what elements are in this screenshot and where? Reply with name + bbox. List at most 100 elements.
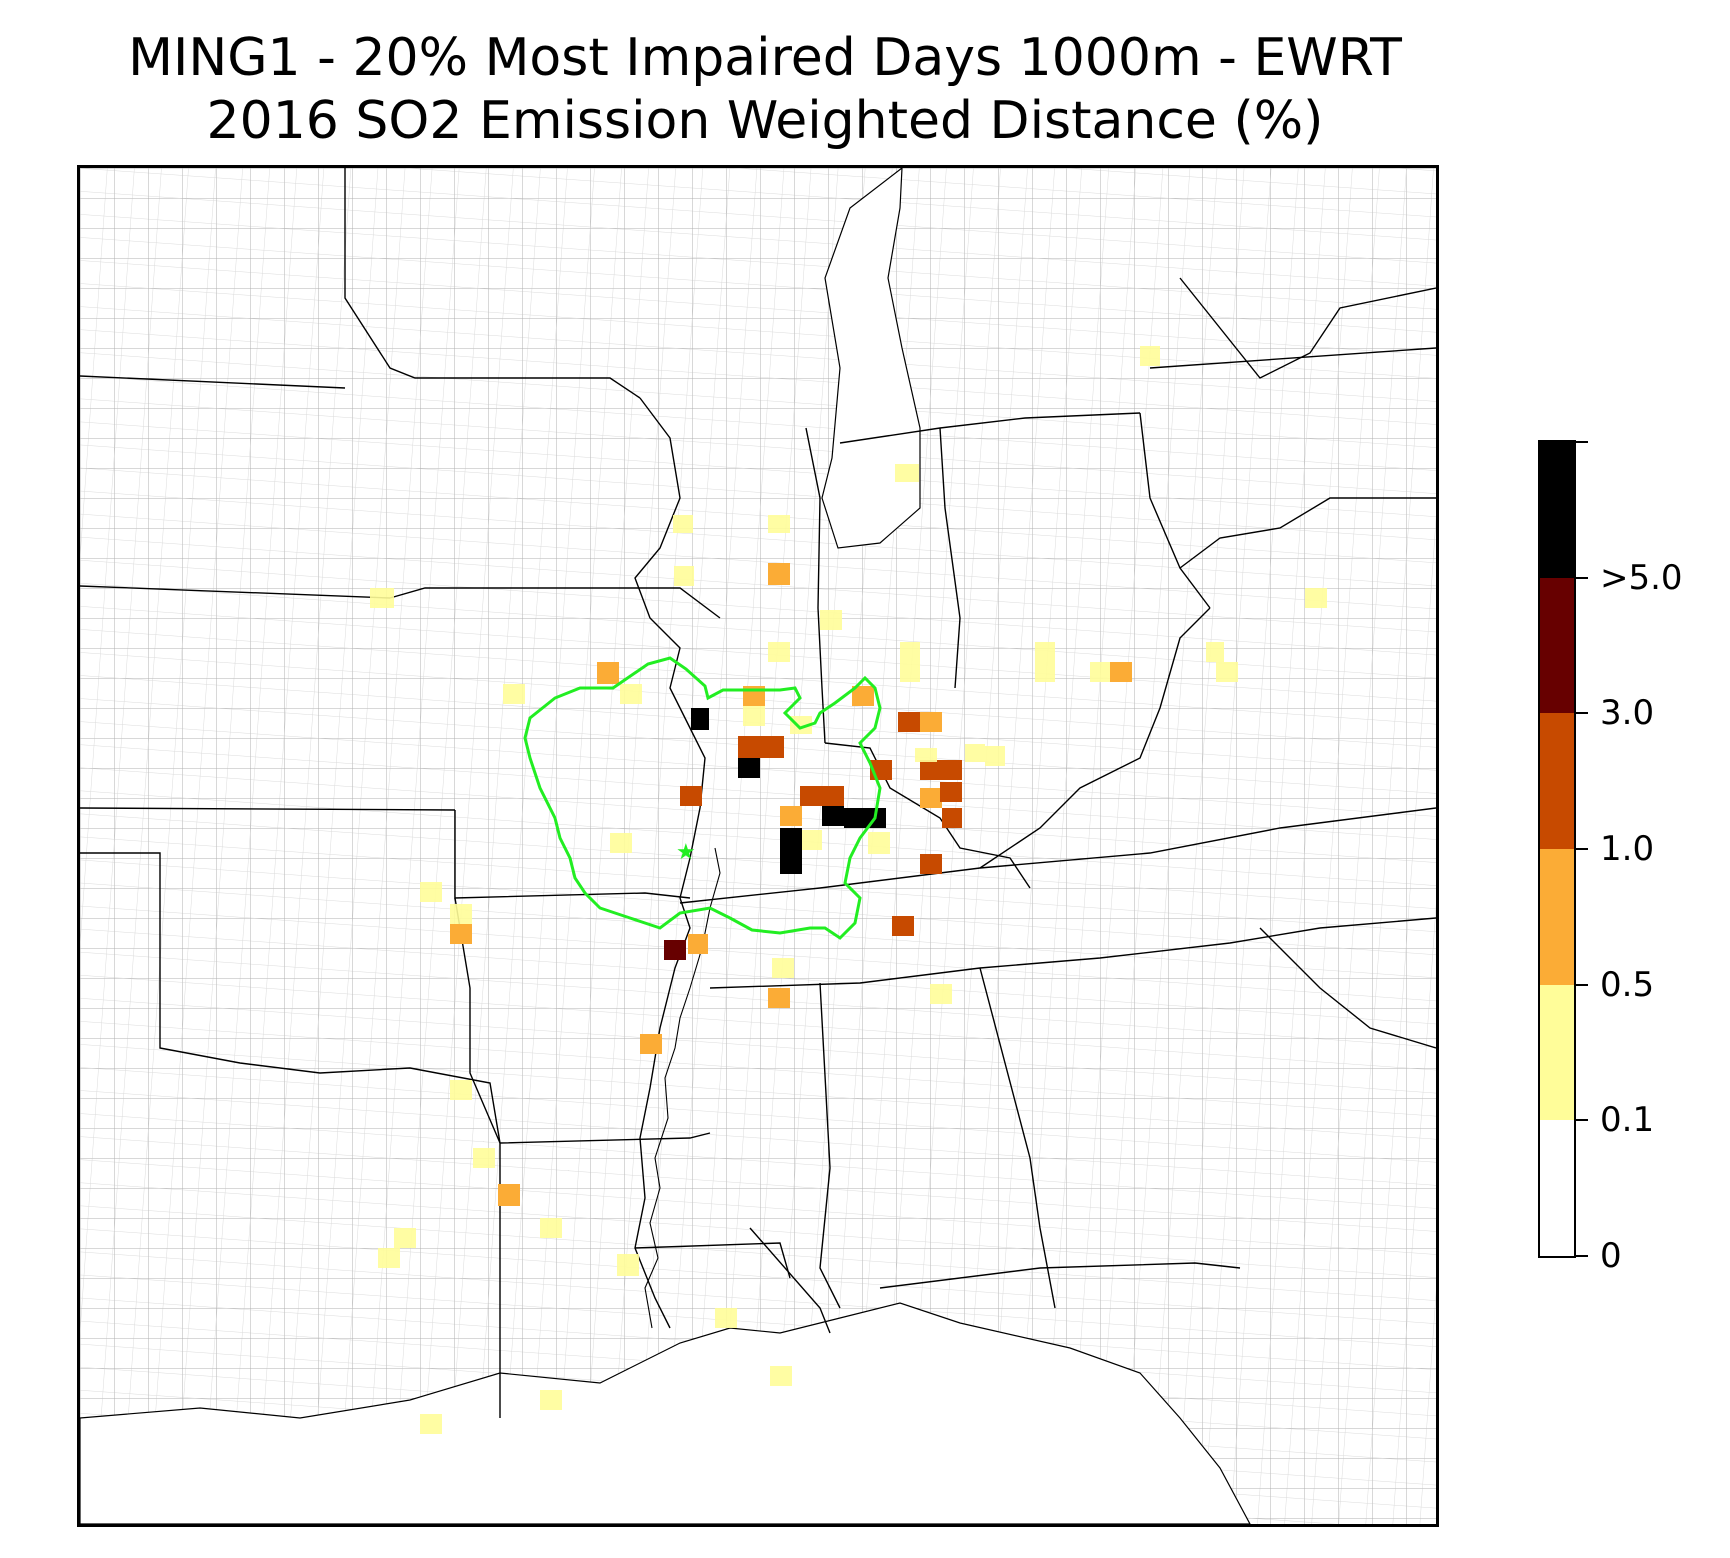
emission-cell xyxy=(597,662,619,684)
emission-cell-layer xyxy=(370,346,1327,1434)
emission-cell xyxy=(688,934,708,954)
emission-cell xyxy=(940,760,962,780)
emission-cell xyxy=(664,940,686,960)
emission-cell xyxy=(900,642,920,662)
emission-cell xyxy=(617,1254,639,1276)
emission-cell xyxy=(620,684,642,704)
emission-cell xyxy=(822,806,844,826)
colorbar-tick xyxy=(1576,441,1588,443)
emission-cell xyxy=(738,736,762,758)
emission-cell xyxy=(800,786,822,806)
emission-cell xyxy=(680,786,702,806)
emission-cell xyxy=(1140,346,1160,366)
colorbar-tick-label: 0.1 xyxy=(1600,1100,1655,1141)
colorbar-tick xyxy=(1576,1119,1588,1122)
lake-michigan xyxy=(821,168,921,549)
emission-cell xyxy=(770,1366,792,1386)
water-layer xyxy=(80,168,1251,1524)
emission-cell xyxy=(450,904,472,924)
emission-cell xyxy=(691,708,709,730)
emission-cell xyxy=(378,1248,400,1268)
land-layer xyxy=(80,168,1436,1524)
emission-cell xyxy=(985,746,1005,766)
emission-cell xyxy=(852,686,874,706)
emission-cell xyxy=(920,854,942,874)
colorbar-band xyxy=(1540,577,1574,714)
colorbar-tick-label: 3.0 xyxy=(1600,693,1655,734)
emission-cell xyxy=(498,1184,520,1206)
emission-cell xyxy=(820,610,842,630)
emission-cell xyxy=(1035,662,1055,682)
emission-cell xyxy=(450,1080,472,1100)
colorbar-band xyxy=(1540,713,1574,849)
emission-cell xyxy=(540,1390,562,1410)
map-canvas: ★ xyxy=(80,168,1436,1524)
emission-cell xyxy=(920,788,942,808)
emission-cell xyxy=(965,744,985,762)
emission-cell xyxy=(1110,662,1132,682)
emission-cell xyxy=(768,988,790,1008)
emission-cell xyxy=(940,782,962,802)
colorbar xyxy=(1538,440,1576,1258)
state-boundaries xyxy=(80,168,1436,1418)
colorbar-band xyxy=(1540,442,1574,578)
emission-cell xyxy=(768,563,790,585)
emission-cell xyxy=(540,1218,562,1238)
emission-cell xyxy=(394,1228,416,1248)
colorbar-band xyxy=(1540,849,1574,985)
emission-cell xyxy=(370,588,394,608)
chart-title-line-2: 2016 SO2 Emission Weighted Distance (%) xyxy=(206,91,1324,151)
emission-cell xyxy=(780,828,802,852)
emission-cell xyxy=(503,684,525,704)
impact-contour xyxy=(523,656,882,940)
gulf-of-mexico xyxy=(80,1302,1251,1524)
emission-cell xyxy=(640,1034,662,1054)
emission-cell xyxy=(790,716,812,734)
emission-cell xyxy=(768,642,790,662)
emission-cell xyxy=(473,1148,495,1168)
emission-cell xyxy=(915,748,937,762)
colorbar-tick xyxy=(1576,576,1588,579)
emission-cell xyxy=(892,916,914,936)
map-panel: ★ xyxy=(77,165,1439,1527)
chart-title-line-1: MING1 - 20% Most Impaired Days 1000m - E… xyxy=(128,28,1402,88)
emission-cell xyxy=(772,958,794,978)
emission-cell xyxy=(610,833,632,853)
emission-cell xyxy=(802,830,822,850)
emission-cell xyxy=(868,832,890,854)
emission-cell xyxy=(920,712,942,732)
emission-cell xyxy=(1305,588,1327,608)
emission-cell xyxy=(900,662,920,682)
colorbar-tick xyxy=(1576,712,1588,715)
emission-cell xyxy=(920,760,942,780)
colorbar-tick-label: >5.0 xyxy=(1600,557,1683,598)
colorbar-band xyxy=(1540,1120,1574,1256)
emission-cell xyxy=(674,566,694,586)
emission-cell xyxy=(738,758,760,778)
emission-cell xyxy=(715,1308,737,1328)
emission-cell xyxy=(760,736,784,758)
emission-cell xyxy=(898,712,920,732)
emission-cell xyxy=(1206,642,1224,662)
colorbar-tick-label: 1.0 xyxy=(1600,829,1655,869)
emission-cell xyxy=(942,808,962,828)
mississippi-river xyxy=(644,847,721,1329)
emission-cell xyxy=(450,924,472,944)
colorbar-band xyxy=(1540,984,1574,1121)
emission-cell xyxy=(420,1414,442,1434)
emission-cell xyxy=(1035,642,1055,662)
emission-cell xyxy=(780,852,802,874)
emission-cell xyxy=(822,786,844,806)
emission-cell xyxy=(895,464,919,482)
receptor-star-icon: ★ xyxy=(676,840,696,865)
emission-cell xyxy=(844,808,866,828)
emission-cell xyxy=(420,882,442,902)
emission-cell xyxy=(1216,662,1238,682)
colorbar-tick xyxy=(1576,848,1588,850)
emission-cell xyxy=(768,515,790,533)
colorbar-tick xyxy=(1576,1255,1588,1257)
emission-cell xyxy=(930,984,952,1004)
colorbar-tick-label: 0 xyxy=(1600,1236,1622,1276)
emission-cell xyxy=(673,515,693,533)
emission-cell xyxy=(780,806,802,826)
